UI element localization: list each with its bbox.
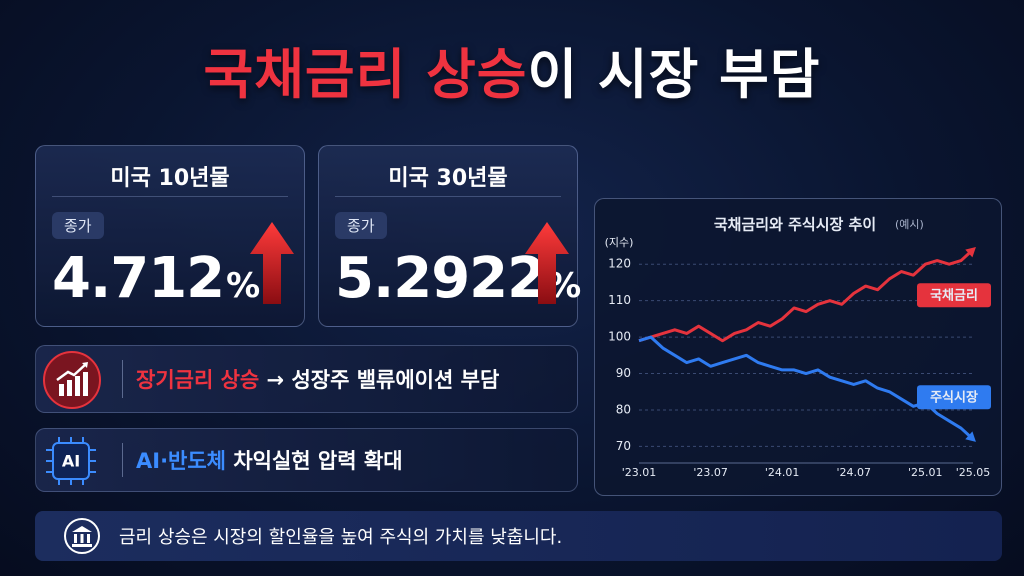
headline-rest: 이 시장 부담 — [527, 43, 821, 106]
y-tick-label: 110 — [608, 293, 631, 307]
divider — [122, 360, 123, 398]
yield-card: 미국 10년물 종가 4.712% — [35, 145, 305, 327]
insight-highlight: 장기금리 상승 — [136, 368, 260, 392]
yield-value: 4.712% — [52, 246, 260, 311]
chart-title: 국채금리와 주식시장 추이 — [714, 216, 876, 234]
x-tick-label: '24.01 — [765, 466, 800, 479]
insight-body: 차익실현 압력 확대 — [233, 449, 403, 473]
ai-chip-icon: AI — [46, 437, 96, 485]
x-tick-label: '24.07 — [836, 466, 871, 479]
insight-body: → 성장주 밸류에이션 부담 — [266, 368, 500, 392]
y-tick-label: 80 — [616, 402, 631, 416]
headline-highlight: 국채금리 상승 — [203, 43, 528, 106]
x-tick-label: '23.01 — [622, 466, 657, 479]
value: 5.2922 — [335, 246, 546, 311]
badge: 종가 — [335, 212, 387, 239]
chart: 국채금리와 주식시장 추이 (예시) (지수) 70 80 90 100 110 120 '… — [605, 216, 991, 479]
icon-label: AI — [62, 452, 80, 471]
insight-row: AI AI·반도체 차익실현 압력 확대 — [35, 428, 578, 492]
chart-icon — [43, 351, 101, 409]
separator — [52, 196, 288, 197]
badge: 종가 — [52, 212, 104, 239]
y-axis-label: (지수) — [605, 236, 634, 249]
y-tick-label: 90 — [616, 366, 631, 380]
up-arrow — [250, 222, 294, 304]
up-arrow — [525, 222, 569, 304]
x-tick-label: '25.01 — [908, 466, 943, 479]
y-tick-label: 100 — [608, 330, 631, 344]
chart-panel: 국채금리와 주식시장 추이 (예시) (지수) 70 80 90 100 110 120 '… — [594, 198, 1002, 496]
legend-label: 국채금리 — [930, 288, 978, 304]
insight-text: 장기금리 상승 → 성장주 밸류에이션 부담 — [136, 346, 499, 412]
divider — [122, 443, 123, 477]
headline: 국채금리 상승이 시장 부담 — [0, 30, 1024, 109]
yield-card: 미국 30년물 종가 5.2922% — [318, 145, 581, 327]
card-label: 미국 10년물 — [110, 166, 230, 191]
x-tick-label: '23.07 — [693, 466, 728, 479]
footer-text: 금리 상승은 시장의 할인율을 높여 주식의 가치를 낮춥니다. — [119, 527, 563, 548]
y-tick-label: 120 — [608, 257, 631, 271]
card-label: 미국 30년물 — [388, 166, 508, 191]
value: 4.712 — [52, 246, 225, 311]
legend-badge — [917, 385, 991, 410]
unit: % — [226, 266, 260, 306]
insight-text: AI·반도체 차익실현 압력 확대 — [136, 429, 403, 491]
bank-icon — [64, 518, 100, 554]
arrow-head — [965, 246, 976, 258]
y-tick-label: 70 — [616, 439, 631, 453]
yield-value: 5.2922% — [335, 246, 581, 311]
legend-label: 주식시장 — [930, 390, 978, 406]
x-tick-label: '25.05 — [956, 466, 991, 479]
separator — [335, 196, 561, 197]
chart-subtitle: (예시) — [895, 218, 924, 231]
arrow-head — [965, 431, 976, 442]
footer: 금리 상승은 시장의 할인율을 높여 주식의 가치를 낮춥니다. — [35, 511, 1002, 561]
insight-highlight: AI·반도체 — [136, 449, 227, 473]
insight-row: 장기금리 상승 → 성장주 밸류에이션 부담 — [35, 345, 578, 413]
series-line — [638, 248, 975, 343]
legend-badge — [917, 283, 991, 308]
